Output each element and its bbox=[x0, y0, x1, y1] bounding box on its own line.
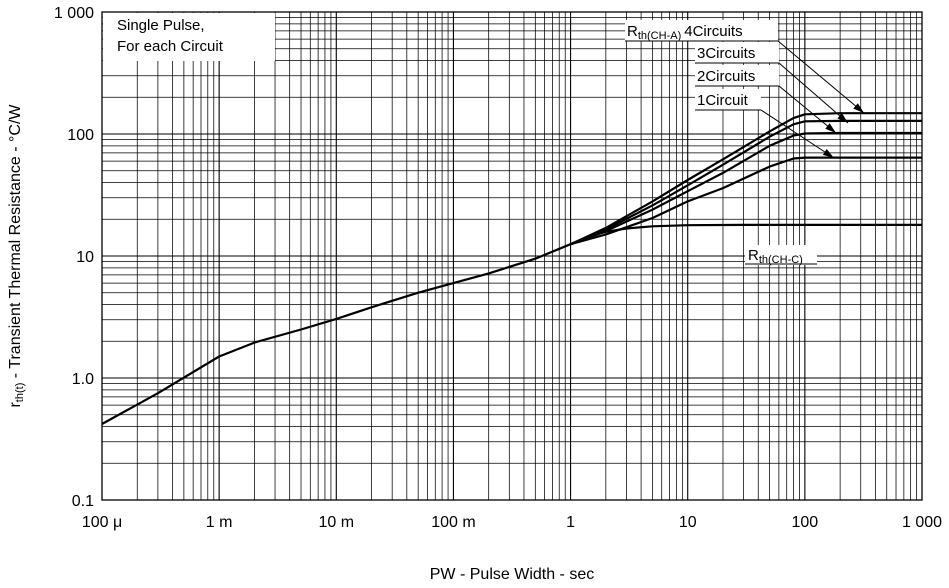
series-label-background bbox=[695, 89, 761, 110]
leader-line bbox=[778, 62, 849, 124]
series-label-background bbox=[745, 245, 817, 265]
y-tick-label: 1.0 bbox=[72, 371, 94, 388]
major-grid bbox=[102, 12, 922, 500]
y-axis-label-sub: th(t) bbox=[14, 383, 26, 403]
leader-line bbox=[778, 85, 837, 134]
series-label-background bbox=[695, 65, 779, 86]
leader-line bbox=[777, 40, 865, 114]
arrow-head bbox=[837, 113, 848, 123]
series-label-prefix: R bbox=[627, 23, 638, 40]
x-tick-label: 1 000 bbox=[902, 514, 942, 531]
series-label: Rth(CH-C) bbox=[748, 247, 803, 266]
y-axis-label: rth(t) - Transient Thermal Resistance - … bbox=[7, 104, 26, 408]
y-axis-label-rest: - Transient Thermal Resistance - °C/W bbox=[7, 104, 24, 383]
arrow-head bbox=[822, 149, 834, 158]
plot-frame bbox=[101, 11, 923, 501]
series-label: 1Circuit bbox=[697, 92, 749, 109]
note-line: For each Circuit bbox=[117, 38, 224, 55]
series-label-name: 4Circuits bbox=[684, 23, 742, 40]
series-label-subscript: th(CH-A) bbox=[638, 30, 681, 42]
series-line-4 bbox=[570, 223, 922, 246]
x-tick-label: 100 bbox=[792, 514, 819, 531]
x-tick-label: 100 m bbox=[431, 514, 475, 531]
y-axis-label-main: r bbox=[7, 402, 24, 408]
y-tick-label: 10 bbox=[76, 249, 94, 266]
x-tick-label: 100 μ bbox=[82, 514, 122, 531]
x-tick-label: 1 bbox=[566, 514, 575, 531]
series-line-common bbox=[101, 243, 572, 425]
y-tick-label: 100 bbox=[67, 127, 94, 144]
x-tick-label: 10 m bbox=[318, 514, 354, 531]
series-line-2 bbox=[570, 131, 922, 246]
arrow-head bbox=[853, 103, 864, 113]
series-label-background bbox=[625, 20, 778, 41]
series-line-3 bbox=[570, 156, 922, 246]
series-label-prefix: R bbox=[748, 247, 759, 264]
y-tick-labels: 0.1 1.0 10 100 1 000 bbox=[54, 5, 94, 510]
note-line: Single Pulse, bbox=[117, 17, 205, 34]
y-tick-label: 1 000 bbox=[54, 5, 94, 22]
series-label: Rth(CH-A) 4Circuits bbox=[627, 23, 743, 42]
series-label-subscript: th(CH-C) bbox=[759, 254, 803, 266]
x-tick-label: 10 bbox=[679, 514, 697, 531]
series-label-background bbox=[695, 42, 779, 63]
y-tick-label: 0.1 bbox=[72, 493, 94, 510]
series-line-1 bbox=[570, 119, 922, 246]
x-tick-labels: 100 μ 1 m 10 m 100 m 1 10 100 1 000 bbox=[82, 514, 942, 531]
series-label: 2Circuits bbox=[697, 68, 755, 85]
annotations: Single Pulse, For each Circuit Rth(CH-A) 4C… bbox=[103, 13, 865, 266]
curves bbox=[101, 112, 922, 425]
x-axis-label: PW - Pulse Width - sec bbox=[430, 566, 594, 583]
leader-line bbox=[760, 109, 835, 159]
arrow-head bbox=[825, 123, 836, 133]
series-line-0 bbox=[570, 112, 922, 246]
note-background bbox=[103, 13, 275, 61]
x-tick-label: 1 m bbox=[206, 514, 233, 531]
series-label: 3Circuits bbox=[697, 45, 755, 62]
